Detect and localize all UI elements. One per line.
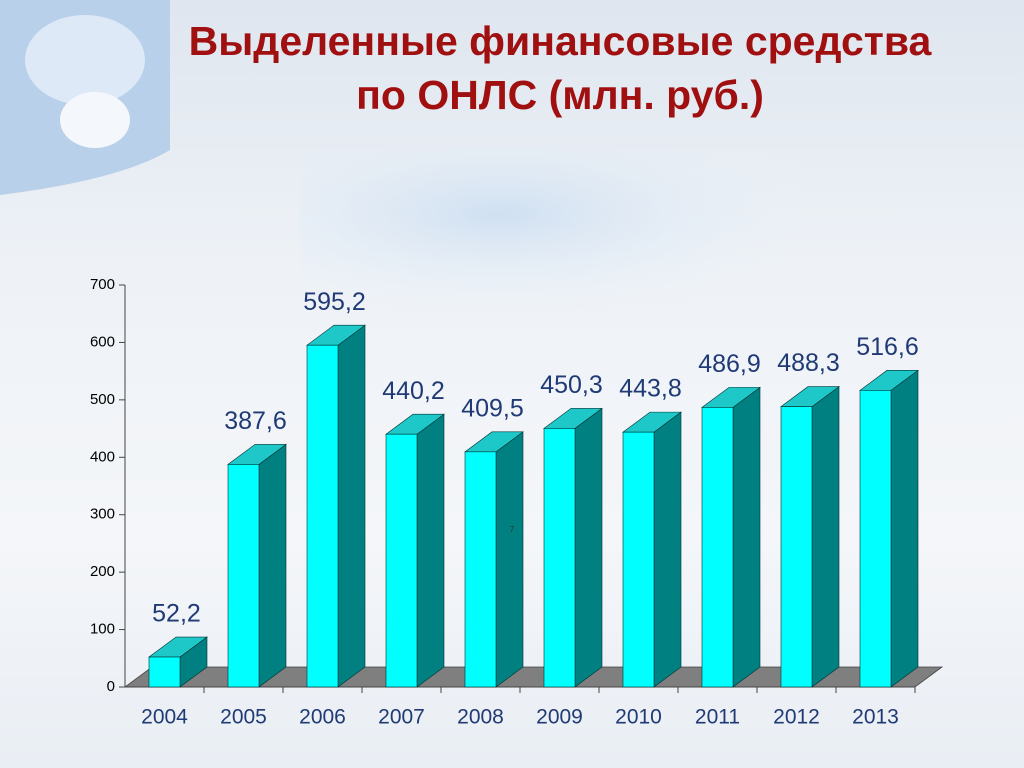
y-tick-label: 0 — [107, 678, 115, 695]
value-label: 440,2 — [382, 377, 445, 405]
x-tick-label: 2005 — [220, 706, 267, 729]
bar-side — [890, 369, 919, 688]
bar-front — [701, 407, 734, 688]
y-tick-label: 600 — [90, 333, 115, 350]
bar-front — [622, 431, 655, 688]
bar-side — [337, 324, 366, 688]
bar — [306, 324, 366, 688]
bar-front — [385, 433, 418, 688]
photo-fade — [300, 150, 800, 310]
x-tick-label: 2009 — [536, 706, 583, 729]
bar-side — [258, 443, 287, 688]
value-label: 409,5 — [461, 394, 524, 422]
bar — [543, 407, 603, 688]
x-tick-label: 2011 — [695, 706, 740, 729]
value-label: 516,6 — [856, 333, 919, 361]
y-tick-label: 300 — [90, 506, 115, 523]
y-tick-label: 500 — [90, 391, 115, 408]
y-tick-label: 700 — [90, 276, 115, 293]
x-tick-label: 2004 — [141, 706, 188, 729]
photo-mask — [60, 92, 130, 148]
value-label: 486,9 — [698, 350, 761, 378]
bar — [464, 431, 524, 688]
bar-front — [227, 464, 260, 688]
value-label: 443,8 — [619, 375, 682, 403]
x-tick-label: 2007 — [378, 706, 425, 729]
bar — [780, 385, 840, 688]
bar — [148, 636, 208, 688]
bar — [701, 386, 761, 688]
bar-side — [416, 413, 445, 688]
y-tick-label: 200 — [90, 563, 115, 580]
bar — [385, 413, 445, 688]
bar-front — [306, 344, 339, 688]
bar-side — [811, 385, 840, 688]
bar-front — [148, 656, 181, 688]
x-tick-label: 2010 — [615, 706, 662, 729]
value-label: 387,6 — [224, 407, 287, 435]
bar — [859, 369, 919, 688]
x-tick-label: 2013 — [852, 706, 899, 729]
bar-side — [653, 411, 682, 688]
y-tick-label: 100 — [90, 621, 115, 638]
value-label: 450,3 — [540, 371, 603, 399]
slide-title: Выделенные финансовые средства по ОНЛС (… — [188, 18, 932, 118]
bar-front — [543, 428, 576, 688]
x-tick-label: 2008 — [457, 706, 504, 729]
value-label: 52,2 — [152, 600, 201, 628]
x-tick-label: 2012 — [773, 706, 820, 729]
value-label: 595,2 — [303, 288, 366, 316]
bar-front — [780, 406, 813, 688]
photo-figure — [25, 15, 145, 105]
bar — [622, 411, 682, 688]
bar-side — [574, 407, 603, 688]
bar-front — [464, 451, 497, 688]
bar — [227, 443, 287, 688]
bar-side — [495, 431, 524, 688]
annotation: 7 — [510, 525, 515, 534]
value-label: 488,3 — [777, 349, 840, 377]
x-tick-label: 2006 — [299, 706, 346, 729]
bar-front — [859, 390, 892, 688]
bar-side — [732, 386, 761, 688]
y-tick-label: 400 — [90, 448, 115, 465]
